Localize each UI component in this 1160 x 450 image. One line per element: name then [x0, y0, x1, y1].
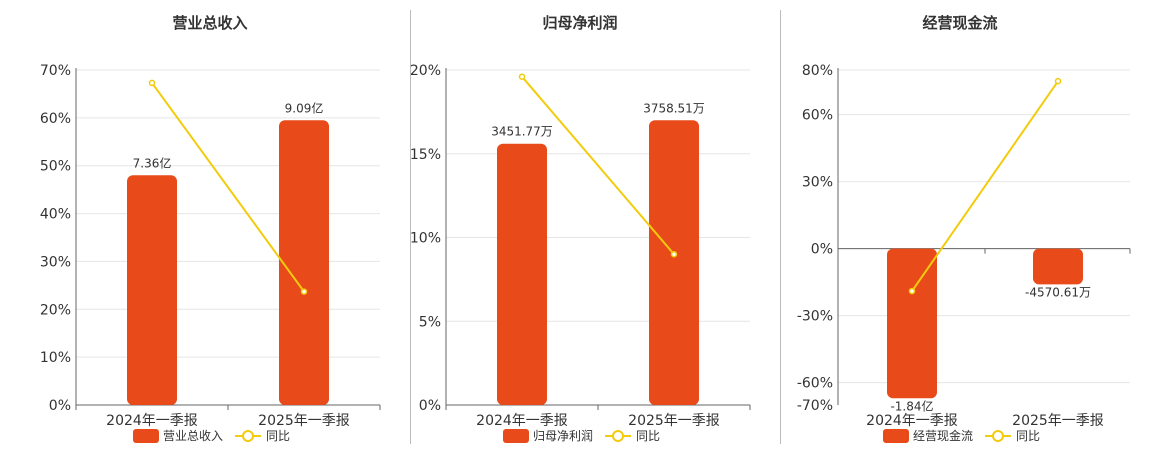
line-point	[908, 287, 916, 295]
y-tick-label: 60%	[40, 111, 71, 127]
y-tick-label: 10%	[40, 350, 71, 366]
y-tick-label: 5%	[419, 314, 441, 330]
y-tick-label: -70%	[797, 398, 833, 414]
bar-data-label: -1.84亿	[890, 398, 933, 413]
bar	[279, 120, 329, 405]
chart-title: 营业总收入	[172, 14, 247, 32]
bar	[127, 175, 177, 405]
line-series	[911, 80, 1059, 292]
bar-data-label: 3451.77万	[491, 125, 553, 139]
y-tick-label: 20%	[40, 302, 71, 318]
y-tick-label: 30%	[40, 254, 71, 270]
y-tick-label: 70%	[40, 63, 71, 79]
y-tick-label: 20%	[410, 63, 441, 79]
y-tick-label: 80%	[802, 63, 833, 79]
bar	[1033, 248, 1083, 285]
x-tick-label: 2024年一季报	[866, 413, 958, 429]
legend-line-marker	[242, 430, 254, 442]
x-tick-label: 2025年一季报	[628, 413, 720, 429]
y-tick-label: 0%	[49, 398, 71, 414]
legend-bar-label: 归母净利润	[533, 429, 593, 443]
bar-data-label: -4570.61万	[1025, 285, 1091, 299]
y-tick-label: 50%	[40, 159, 71, 175]
legend-bar-label: 营业总收入	[163, 429, 223, 443]
y-tick-label: 0%	[419, 398, 441, 414]
x-tick-label: 2024年一季报	[106, 413, 198, 429]
line-point	[1054, 77, 1062, 85]
y-tick-label: 0%	[811, 242, 833, 258]
y-tick-label: 60%	[802, 108, 833, 124]
bar	[649, 120, 699, 405]
line-point	[148, 79, 156, 87]
legend-line-label: 同比	[636, 429, 660, 443]
line-point	[670, 251, 678, 258]
bar-data-label: 3758.51万	[643, 101, 705, 115]
chart-title: 归母净利润	[542, 14, 617, 32]
y-tick-label: 40%	[40, 207, 71, 223]
y-tick-label: 10%	[410, 231, 441, 247]
x-tick-label: 2025年一季报	[258, 413, 350, 429]
x-tick-label: 2024年一季报	[476, 413, 568, 429]
legend-line-marker	[992, 430, 1004, 442]
legend-bar-swatch	[883, 429, 909, 443]
x-tick-label: 2025年一季报	[1012, 413, 1104, 429]
line-series	[521, 76, 675, 255]
y-tick-label: 30%	[802, 175, 833, 191]
bar	[887, 248, 937, 399]
y-tick-label: 15%	[410, 147, 441, 163]
line-point	[518, 73, 526, 80]
chart-title: 经营现金流	[922, 14, 997, 32]
legend-line-label: 同比	[266, 429, 290, 443]
bar	[497, 143, 547, 405]
legend-bar-swatch	[503, 429, 529, 443]
bar-data-label: 7.36亿	[133, 155, 172, 170]
y-tick-label: -60%	[797, 376, 833, 392]
legend-bar-label: 经营现金流	[913, 428, 973, 443]
bar-data-label: 9.09亿	[285, 100, 324, 115]
line-series	[151, 82, 305, 293]
line-point	[300, 288, 308, 295]
y-tick-label: -30%	[797, 309, 833, 325]
legend-line-marker	[612, 430, 624, 442]
legend-line-label: 同比	[1016, 429, 1040, 443]
legend-bar-swatch	[133, 429, 159, 443]
